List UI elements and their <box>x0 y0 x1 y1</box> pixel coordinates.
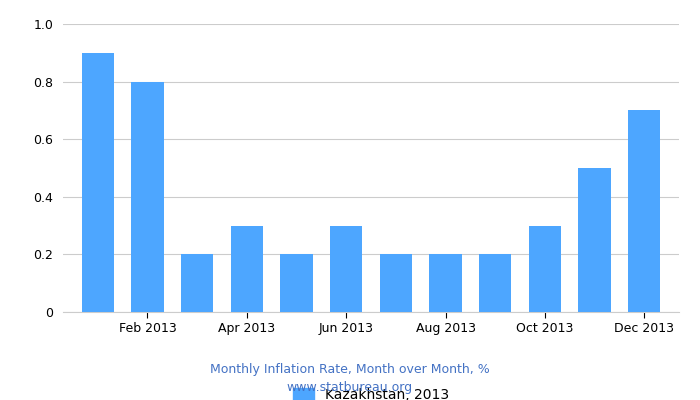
Bar <box>231 226 263 312</box>
Text: www.statbureau.org: www.statbureau.org <box>287 382 413 394</box>
Bar <box>528 226 561 312</box>
Bar <box>181 254 214 312</box>
Bar <box>379 254 412 312</box>
Bar <box>82 53 114 312</box>
Bar <box>330 226 363 312</box>
Bar <box>628 110 660 312</box>
Bar <box>479 254 511 312</box>
Text: Monthly Inflation Rate, Month over Month, %: Monthly Inflation Rate, Month over Month… <box>210 364 490 376</box>
Bar <box>280 254 313 312</box>
Legend: Kazakhstan, 2013: Kazakhstan, 2013 <box>288 382 454 400</box>
Bar <box>132 82 164 312</box>
Bar <box>429 254 462 312</box>
Bar <box>578 168 610 312</box>
